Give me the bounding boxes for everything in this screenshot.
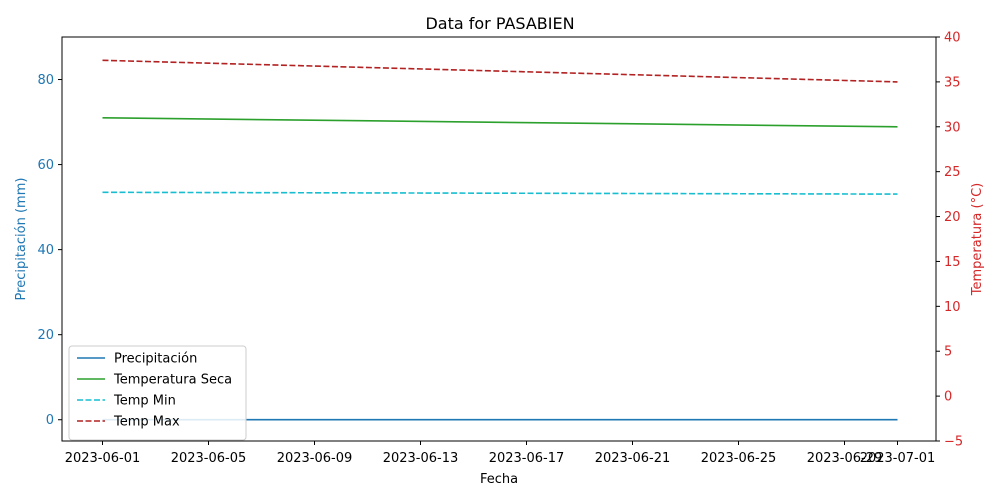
legend-label: Precipitación — [114, 352, 197, 367]
right-y-tick-label: 25 — [944, 165, 961, 180]
x-axis-label: Fecha — [480, 472, 518, 487]
series-line-temp-max — [102, 59, 898, 83]
left-y-tick-label: 60 — [37, 158, 54, 173]
left-y-tick-label: 80 — [37, 73, 54, 88]
plot-area — [61, 36, 937, 442]
x-tick-label: 2023-06-01 — [65, 451, 141, 466]
left-y-tick-label: 40 — [37, 243, 54, 258]
series-line-temperatura-seca — [102, 117, 898, 128]
left-y-tick-label: 0 — [46, 413, 54, 428]
x-tick-label: 2023-06-25 — [701, 451, 777, 466]
legend-box — [68, 345, 247, 441]
right-y-tick-label: 30 — [944, 120, 961, 135]
left-y-tick-label: 20 — [37, 328, 54, 343]
x-tick-label: 2023-06-09 — [277, 451, 353, 466]
right-y-tick-label: −5 — [944, 435, 963, 450]
x-tick-label: 2023-06-29 — [807, 451, 883, 466]
right-y-tick-label: 40 — [944, 31, 961, 46]
right-y-tick-label: 5 — [944, 345, 952, 360]
right-y-tick-label: 0 — [944, 390, 952, 405]
right-y-tick-label: 35 — [944, 75, 961, 90]
right-y-tick-label: 15 — [944, 255, 961, 270]
legend-label: Temp Min — [113, 394, 176, 409]
right-y-tick-label: 20 — [944, 210, 961, 225]
x-tick-label: 2023-06-21 — [595, 451, 671, 466]
x-tick-label: 2023-06-05 — [171, 451, 247, 466]
right-y-axis: −5 0 5 10 15 20 25 30 35 40 — [936, 31, 963, 450]
left-y-axis-label: Precipitación (mm) — [14, 178, 29, 301]
right-y-axis-label: Temperatura (°C) — [970, 183, 985, 296]
series-line-temp-min — [102, 191, 898, 195]
chart-title: Data for PASABIEN — [425, 14, 574, 33]
legend-label: Temp Max — [113, 415, 180, 430]
right-y-tick-label: 10 — [944, 300, 961, 315]
x-tick-label: 2023-06-13 — [383, 451, 459, 466]
legend: Precipitación Temperatura Seca Temp Min Tem… — [68, 345, 247, 441]
x-tick-label: 2023-07-01 — [860, 451, 936, 466]
legend-label: Temperatura Seca — [113, 373, 232, 388]
x-tick-label: 2023-06-17 — [489, 451, 565, 466]
left-y-axis: 0 20 40 60 80 — [37, 73, 62, 428]
x-axis: 2023-06-01 2023-06-05 2023-06-09 2023-06-13… — [65, 441, 936, 466]
